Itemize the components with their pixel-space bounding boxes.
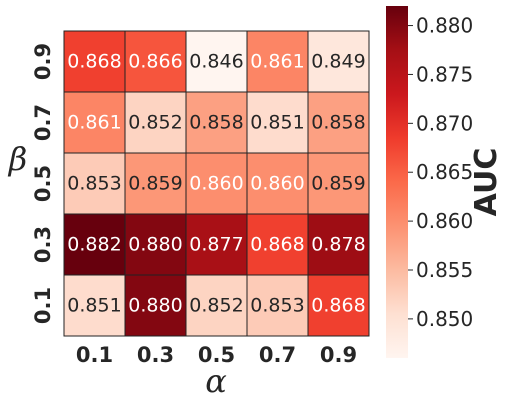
- cell-value-label: 0.868: [311, 295, 365, 317]
- x-tick-label: 0.7: [259, 343, 296, 367]
- heatmap-cell: [307, 274, 370, 337]
- heatmap-cells: 0.868 0.866 0.846 0.861 0.849 0.861 0.852 0.858…: [63, 30, 370, 337]
- cell-value-label: 0.858: [311, 112, 365, 134]
- heatmap-cell: [185, 30, 248, 93]
- cell-value-label: 0.859: [128, 173, 182, 195]
- y-tick-label: 0.9: [31, 43, 55, 80]
- cell-value-label: 0.853: [67, 173, 121, 195]
- cell-value-label: 0.878: [311, 234, 365, 256]
- colorbar-label: AUC: [469, 148, 504, 217]
- cell-value-label: 0.858: [189, 112, 243, 134]
- cell-value-label: 0.861: [67, 112, 121, 134]
- heatmap-cell: [63, 91, 126, 154]
- x-tick-label: 0.5: [198, 343, 235, 367]
- y-tick-labels: 0.9 0.7 0.5 0.3 0.1: [31, 43, 55, 324]
- heatmap-cell: [307, 91, 370, 154]
- cell-value-label: 0.868: [250, 234, 304, 256]
- x-axis-label: α: [205, 362, 227, 400]
- cell-value-label: 0.880: [128, 295, 182, 317]
- x-tick-label: 0.9: [320, 343, 357, 367]
- cell-value-label: 0.861: [250, 51, 304, 73]
- cell-value-label: 0.860: [189, 173, 243, 195]
- cell-value-label: 0.849: [311, 51, 365, 73]
- y-tick-label: 0.3: [31, 226, 55, 263]
- colorbar-ticks: 0.850 0.855 0.860 0.865 0.870 0.875 0.880: [408, 14, 473, 331]
- cell-value-label: 0.859: [311, 173, 365, 195]
- colorbar-tick-label: 0.865: [416, 160, 473, 184]
- heatmap-cell: [185, 213, 248, 276]
- colorbar-tick-label: 0.855: [416, 258, 473, 282]
- cell-value-label: 0.852: [128, 112, 182, 134]
- x-tick-labels: 0.1 0.3 0.5 0.7 0.9: [76, 343, 357, 367]
- cell-value-label: 0.852: [189, 295, 243, 317]
- heatmap-cell: [307, 213, 370, 276]
- cell-value-label: 0.853: [250, 295, 304, 317]
- colorbar-tick-label: 0.870: [416, 111, 473, 135]
- x-tick-label: 0.3: [137, 343, 174, 367]
- heatmap-cell: [124, 274, 187, 337]
- cell-value-label: 0.868: [67, 51, 121, 73]
- cell-value-label: 0.882: [67, 234, 121, 256]
- cell-value-label: 0.851: [67, 295, 121, 317]
- cell-value-label: 0.846: [189, 51, 243, 73]
- colorbar: [386, 6, 408, 358]
- y-tick-label: 0.1: [31, 287, 55, 324]
- y-tick-label: 0.5: [31, 165, 55, 202]
- heatmap-cell: [246, 152, 309, 215]
- heatmap-cell: [124, 213, 187, 276]
- cell-value-label: 0.877: [189, 234, 243, 256]
- heatmap-cell: [63, 213, 126, 276]
- cell-value-label: 0.860: [250, 173, 304, 195]
- y-axis-label: β: [8, 140, 28, 178]
- cell-value-label: 0.866: [128, 51, 182, 73]
- heatmap-cell: [63, 30, 126, 93]
- heatmap-cell: [246, 213, 309, 276]
- colorbar-tick-label: 0.860: [416, 209, 473, 233]
- colorbar-tick-label: 0.850: [416, 307, 473, 331]
- cell-value-label: 0.851: [250, 112, 304, 134]
- colorbar-tick-label: 0.875: [416, 62, 473, 86]
- heatmap-cell: [124, 152, 187, 215]
- heatmap-cell: [63, 274, 126, 337]
- colorbar-tick-label: 0.880: [416, 14, 473, 38]
- y-tick-label: 0.7: [31, 104, 55, 141]
- x-tick-label: 0.1: [76, 343, 113, 367]
- heatmap-cell: [185, 91, 248, 154]
- heatmap-cell: [185, 274, 248, 337]
- cell-value-label: 0.880: [128, 234, 182, 256]
- heatmap-cell: [124, 30, 187, 93]
